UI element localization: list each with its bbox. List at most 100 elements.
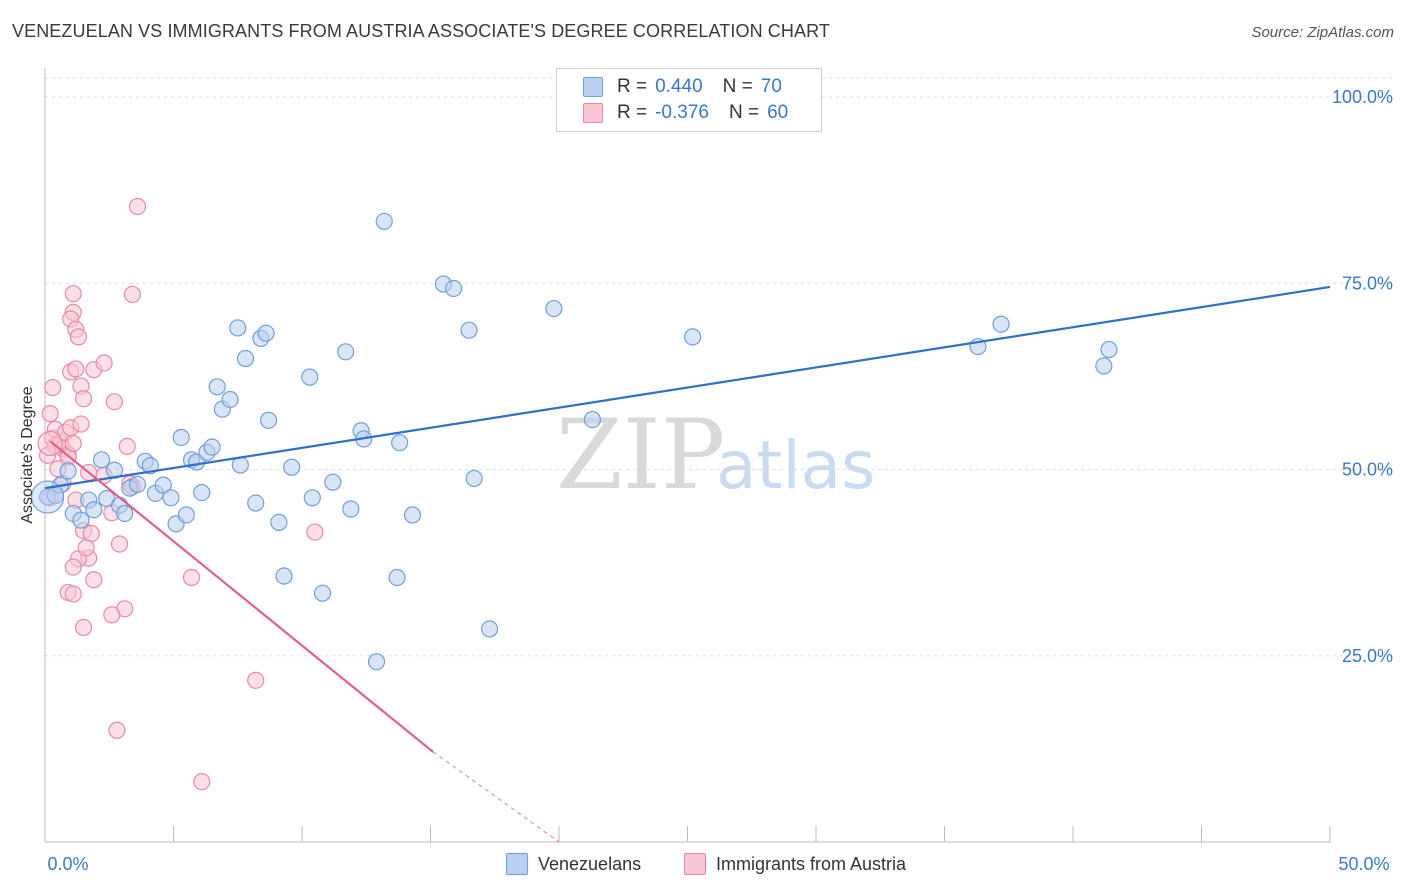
x-tick-label: 0.0% — [47, 854, 88, 874]
point-venezuelan — [583, 410, 602, 429]
point-venezuelan — [1100, 340, 1118, 359]
series-legend: Venezuelans Immigrants from Austria — [0, 853, 1406, 877]
point-venezuelan — [208, 378, 226, 396]
point-austria — [128, 197, 147, 216]
x-tick-label: 50.0% — [1338, 854, 1389, 874]
trend-line-austria-extension — [432, 751, 560, 843]
watermark-atlas: atlas — [716, 427, 876, 504]
point-venezuelan — [270, 513, 288, 531]
correlation-legend: R = 0.440 N = 70 R = -0.376 N = 60 — [556, 68, 822, 132]
point-austria — [85, 571, 103, 589]
point-austria — [306, 523, 324, 541]
y-tick-label: 100.0% — [1332, 87, 1393, 107]
point-venezuelan — [128, 475, 147, 493]
point-venezuelan — [162, 489, 180, 507]
point-venezuelan — [465, 469, 483, 488]
legend-swatch-pink — [583, 103, 603, 123]
point-venezuelan — [391, 434, 409, 452]
legend-label-venezuelans: Venezuelans — [538, 853, 642, 874]
point-venezuelan — [460, 321, 478, 339]
legend-item-venezuelans: Venezuelans — [506, 853, 641, 875]
point-austria — [95, 354, 113, 372]
y-tick-label: 25.0% — [1342, 646, 1393, 666]
point-austria — [193, 773, 211, 791]
point-austria — [67, 360, 85, 378]
point-austria — [64, 585, 82, 603]
y-tick-label: 75.0% — [1342, 273, 1393, 293]
point-austria — [74, 618, 93, 637]
point-venezuelan — [445, 279, 463, 298]
point-venezuelan — [313, 584, 332, 602]
legend-row-austria: R = -0.376 N = 60 — [583, 101, 788, 125]
point-venezuelan — [257, 324, 275, 342]
point-venezuelan — [337, 343, 355, 361]
point-venezuelan — [85, 501, 103, 519]
point-venezuelan — [481, 620, 499, 638]
point-venezuelan — [388, 568, 406, 587]
watermark-zip: ZIP — [556, 399, 725, 511]
series-austria — [37, 197, 324, 791]
point-venezuelan — [177, 506, 195, 524]
point-venezuelan — [259, 411, 278, 429]
point-austria — [74, 390, 93, 408]
y-tick-label: 50.0% — [1342, 460, 1393, 480]
point-venezuelan — [992, 315, 1010, 333]
chart-title: VENEZUELAN VS IMMIGRANTS FROM AUSTRIA AS… — [12, 21, 830, 41]
point-venezuelan — [324, 473, 342, 491]
y-axis-label: Associate's Degree — [19, 386, 36, 524]
point-austria — [123, 285, 141, 304]
point-austria — [69, 328, 88, 346]
point-austria — [44, 378, 62, 397]
point-venezuelan — [59, 462, 77, 480]
legend-swatch-blue — [506, 853, 528, 875]
point-venezuelan — [342, 500, 360, 518]
legend-r-label: R = — [617, 76, 648, 97]
legend-n-label: N = — [728, 102, 760, 123]
point-venezuelan — [236, 349, 255, 368]
legend-r-value: 0.440 — [655, 76, 703, 97]
legend-row-venezuelans: R = 0.440 N = 70 — [583, 75, 782, 99]
point-venezuelan — [116, 504, 134, 523]
point-venezuelan — [403, 506, 422, 524]
legend-label-austria: Immigrants from Austria — [716, 853, 907, 874]
trend-line-venezuelans — [44, 285, 1331, 490]
point-venezuelan — [30, 480, 65, 514]
legend-r-label: R = — [617, 102, 648, 123]
point-venezuelan — [221, 390, 239, 409]
point-venezuelan — [193, 483, 211, 502]
point-austria — [77, 539, 95, 557]
point-venezuelan — [229, 319, 247, 337]
point-austria — [247, 671, 265, 689]
point-venezuelan — [172, 428, 190, 447]
point-austria — [103, 606, 121, 624]
point-austria — [72, 415, 90, 433]
trend-line-austria — [49, 440, 434, 753]
point-venezuelan — [684, 328, 702, 346]
point-venezuelan — [375, 212, 393, 231]
point-austria — [108, 721, 126, 739]
point-austria — [41, 405, 59, 423]
legend-n-value: 70 — [760, 76, 782, 97]
legend-swatch-blue — [583, 77, 603, 97]
legend-r-value: -0.376 — [655, 102, 709, 123]
point-venezuelan — [154, 476, 172, 494]
legend-n-value: 60 — [767, 102, 789, 123]
source-label: Source: ZipAtlas.com — [1251, 24, 1394, 41]
legend-item-austria: Immigrants from Austria — [684, 853, 906, 875]
point-venezuelan — [1095, 357, 1113, 375]
point-austria — [64, 434, 82, 453]
point-venezuelan — [72, 511, 90, 529]
point-venezuelan — [247, 494, 265, 512]
tick-labels: 25.0% 50.0% 75.0% 100.0% 0.0% 50.0% — [47, 87, 1393, 874]
point-venezuelan — [203, 438, 221, 456]
point-austria — [64, 285, 82, 303]
point-venezuelan — [303, 489, 321, 507]
point-austria — [37, 430, 63, 457]
point-austria — [118, 437, 136, 456]
point-austria — [110, 535, 129, 553]
legend-swatch-pink — [684, 853, 706, 875]
trend-lines — [44, 285, 1331, 843]
point-venezuelan — [141, 457, 159, 475]
point-venezuelan — [275, 567, 293, 585]
